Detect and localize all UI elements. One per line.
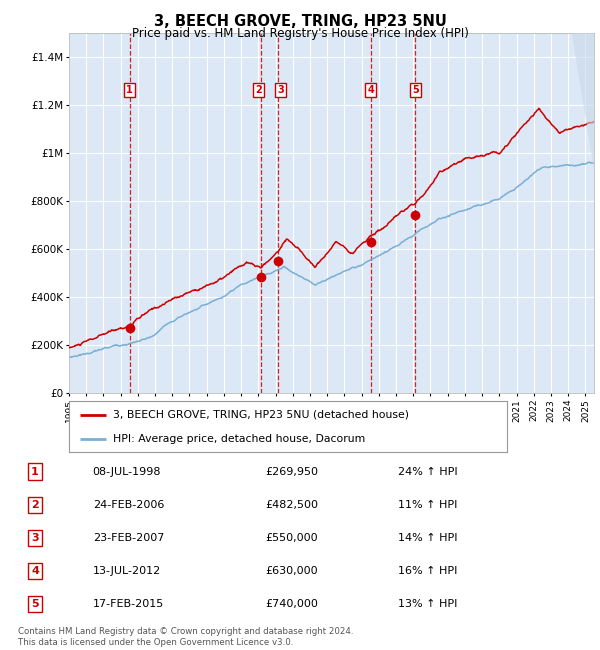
Text: 5: 5 (412, 85, 419, 95)
Text: 08-JUL-1998: 08-JUL-1998 (92, 467, 161, 476)
Text: 3, BEECH GROVE, TRING, HP23 5NU (detached house): 3, BEECH GROVE, TRING, HP23 5NU (detache… (113, 410, 409, 420)
Text: 4: 4 (31, 566, 39, 576)
Text: £269,950: £269,950 (265, 467, 319, 476)
Polygon shape (572, 32, 594, 170)
Text: 24% ↑ HPI: 24% ↑ HPI (398, 467, 458, 476)
Text: 24-FEB-2006: 24-FEB-2006 (92, 500, 164, 510)
Text: Contains HM Land Registry data © Crown copyright and database right 2024.
This d: Contains HM Land Registry data © Crown c… (18, 627, 353, 647)
Text: 23-FEB-2007: 23-FEB-2007 (92, 533, 164, 543)
Text: 1: 1 (126, 85, 133, 95)
Text: 13-JUL-2012: 13-JUL-2012 (92, 566, 161, 576)
Text: £740,000: £740,000 (265, 599, 319, 609)
Text: 2: 2 (255, 85, 262, 95)
Text: 3, BEECH GROVE, TRING, HP23 5NU: 3, BEECH GROVE, TRING, HP23 5NU (154, 14, 446, 29)
Text: 4: 4 (367, 85, 374, 95)
Text: 11% ↑ HPI: 11% ↑ HPI (398, 500, 457, 510)
Text: 13% ↑ HPI: 13% ↑ HPI (398, 599, 457, 609)
Text: 3: 3 (31, 533, 39, 543)
Text: 5: 5 (31, 599, 39, 609)
Text: 14% ↑ HPI: 14% ↑ HPI (398, 533, 457, 543)
Text: £550,000: £550,000 (265, 533, 318, 543)
Text: 2: 2 (31, 500, 39, 510)
Text: HPI: Average price, detached house, Dacorum: HPI: Average price, detached house, Daco… (113, 434, 365, 444)
Text: 17-FEB-2015: 17-FEB-2015 (92, 599, 164, 609)
Text: 3: 3 (277, 85, 284, 95)
Text: Price paid vs. HM Land Registry's House Price Index (HPI): Price paid vs. HM Land Registry's House … (131, 27, 469, 40)
Text: 16% ↑ HPI: 16% ↑ HPI (398, 566, 457, 576)
Text: 1: 1 (31, 467, 39, 476)
Text: £630,000: £630,000 (265, 566, 318, 576)
Text: £482,500: £482,500 (265, 500, 319, 510)
